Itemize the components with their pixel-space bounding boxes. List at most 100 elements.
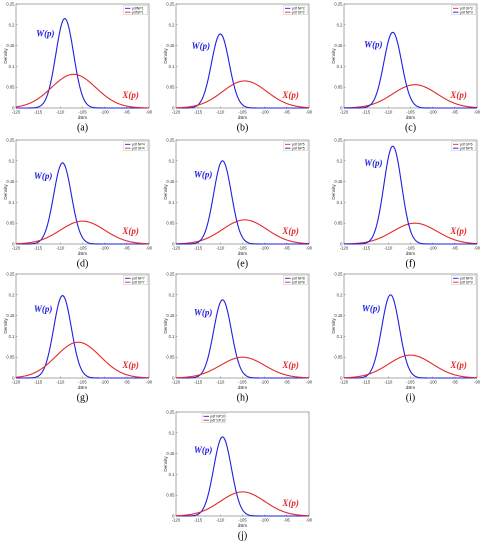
panel-e: 0 0.05 0.1 0.15 0.2 0.25 -120 -115 -110 -105 -100 -… [163,138,313,270]
legend-entry: pdf SP3 [460,7,473,11]
x-tick-label: -90 [474,110,481,115]
y-tick-label: 0.25 [166,138,175,143]
y-tick-label: 0.25 [166,272,175,277]
density-curve-pdf-np4 [16,162,149,245]
x-tick-label: -110 [216,246,225,251]
x-tick-label: -100 [428,246,437,251]
density-curve-pdf-sp9 [343,354,478,379]
y-axis-label: Density [3,184,8,200]
axes-frame [175,273,310,379]
y-tick-label: 0 [340,242,343,247]
legend-entry: pdf NP5 [292,146,305,150]
legend-box [123,141,148,151]
x-tick-label: -110 [384,110,393,115]
x-curve-label: X(p) [121,90,138,100]
x-axis-label: dBm [406,115,416,120]
density-curve-pdf-sp7 [15,341,150,379]
x-tick-label: -90 [146,246,153,251]
density-curve-pdf-sp3 [343,84,478,109]
x-axis-label: dBm [406,385,416,390]
x-tick-label: -110 [56,110,65,115]
legend-box [283,141,308,151]
w-curve-label: W(p) [194,169,213,179]
panel-caption: (g) [77,393,89,404]
panel-d: 0 0.05 0.1 0.15 0.2 0.25 -120 -115 -110 -105 -100 -… [3,138,153,270]
panel-caption: (j) [238,531,247,542]
panel-b: 0 0.05 0.1 0.15 0.2 0.25 -120 -115 -110 -105 -100 -… [163,2,313,134]
legend-entry: pdf NP3 [460,10,473,14]
legend-entry: pdf NP8 [292,277,305,281]
x-tick-label: -110 [56,380,65,385]
x-tick-label: -100 [260,110,269,115]
x-tick-label: -120 [340,110,349,115]
legend-entry: pdf SP4 [132,146,145,150]
w-curve-label: W(p) [362,303,381,313]
y-tick-label: 0.2 [337,292,343,297]
axes-frame [175,139,310,245]
y-axis-label: Density [3,318,8,334]
y-tick-label: 0 [12,376,15,381]
x-tick-label: -95 [124,110,131,115]
y-axis-label: Density [3,48,8,64]
x-axis-label: dBm [406,251,416,256]
y-tick-label: 0.05 [334,85,343,90]
y-tick-label: 0.25 [334,2,343,7]
panel-caption: (e) [237,259,248,270]
density-curve-pdf-sp10 [175,491,310,517]
x-curve-label: X(p) [281,360,299,370]
x-tick-label: -120 [172,110,181,115]
y-tick-label: 0.15 [166,43,175,48]
y-tick-label: 0.15 [6,179,15,184]
panel-caption: (d) [77,259,89,270]
x-tick-label: -95 [284,518,291,523]
y-tick-label: 0.2 [169,158,175,163]
y-tick-label: 0.05 [166,85,175,90]
density-curve-pdf-np9 [344,294,477,379]
y-axis-label: Density [163,456,168,472]
y-tick-label: 0 [12,106,15,111]
density-curve-pdf-np6 [344,145,477,245]
x-tick-label: -90 [306,380,313,385]
panel-g: 0 0.05 0.1 0.15 0.2 0.25 -120 -115 -110 -105 -100 -… [3,272,153,404]
x-tick-label: -110 [384,380,393,385]
x-tick-label: -120 [172,518,181,523]
x-tick-label: -115 [362,246,371,251]
axes-frame [175,411,310,517]
panel-j: 0 0.05 0.1 0.15 0.2 0.25 -120 -115 -110 -105 -100 -… [163,410,313,542]
x-tick-label: -95 [124,380,131,385]
axes-frame [343,139,478,245]
y-tick-label: 0.15 [166,179,175,184]
y-tick-label: 0.25 [6,138,15,143]
x-tick-label: -95 [284,110,291,115]
x-tick-label: -105 [238,110,247,115]
x-tick-label: -110 [216,518,225,523]
y-tick-label: 0.2 [169,22,175,27]
y-tick-label: 0.25 [166,410,175,415]
x-axis-label: dBm [238,523,248,528]
y-axis-label: Density [331,318,336,334]
x-tick-label: -100 [260,246,269,251]
y-tick-label: 0.1 [337,334,343,339]
panel-caption: (c) [405,123,416,134]
x-tick-label: -115 [362,380,371,385]
x-tick-label: -115 [194,380,203,385]
x-tick-label: -100 [100,246,109,251]
legend-entry: pdf NP10 [210,415,225,419]
x-tick-label: -90 [474,246,481,251]
x-tick-label: -105 [238,380,247,385]
legend-entry: pdf SP5 [292,143,305,147]
y-axis-label: Density [163,48,168,64]
legend-entry: pdf SP2 [292,10,305,14]
y-tick-label: 0 [172,376,175,381]
y-tick-label: 0 [172,514,175,519]
w-curve-label: W(p) [194,445,213,455]
x-tick-label: -105 [78,380,87,385]
x-tick-label: -120 [340,380,349,385]
y-tick-label: 0.1 [337,200,343,205]
